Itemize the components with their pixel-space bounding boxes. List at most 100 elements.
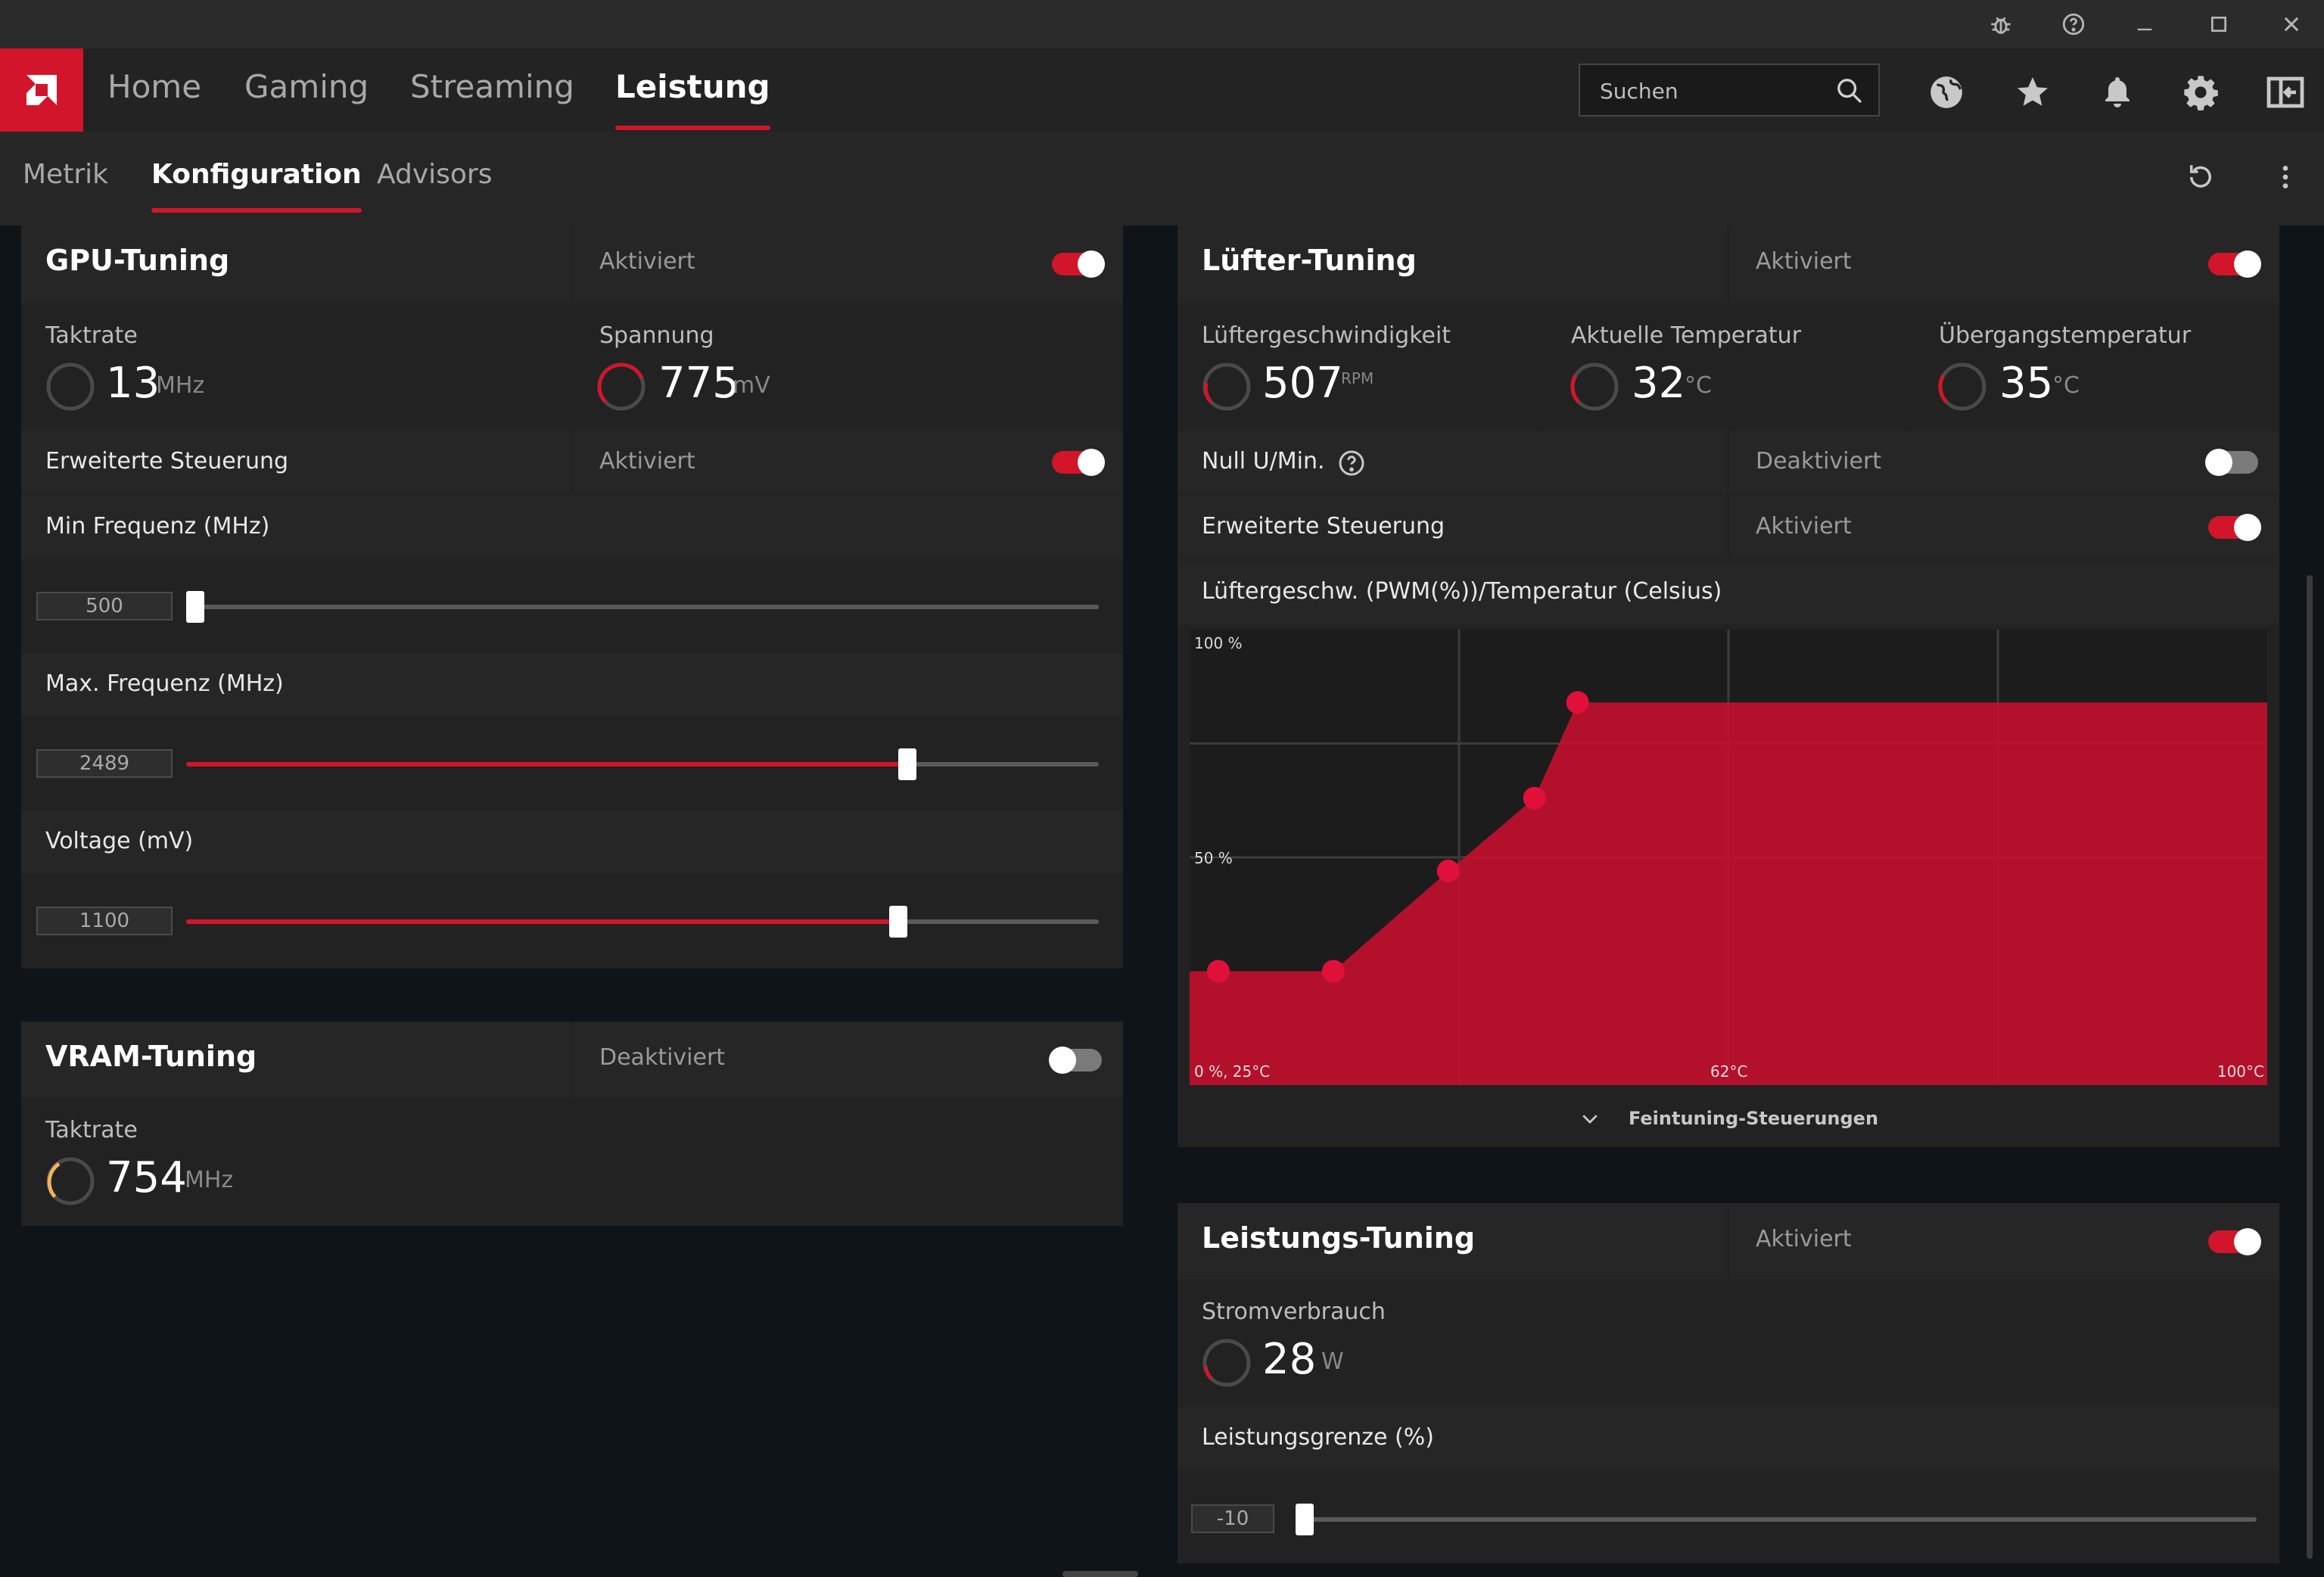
panel-title: Leistungs-Tuning [1202,1221,1476,1255]
tab-konfiguration[interactable]: Konfiguration [151,159,362,213]
nav-tab-streaming[interactable]: Streaming [410,68,574,110]
panel-title: GPU-Tuning [45,244,230,277]
vram-clock-value: 754 [106,1153,187,1202]
active-tab-indicator [151,208,362,213]
voltage-input[interactable]: 1100 [36,907,173,935]
clock-label: Taktrate [45,322,138,349]
power-limit-slider[interactable] [1296,1504,2257,1535]
sidebar-icon[interactable] [2264,71,2307,114]
vram-tuning-panel: VRAM-Tuning Deaktiviert Taktrate 754 MHz [21,1022,1123,1226]
zero-rpm-toggle[interactable] [2205,449,2258,476]
fan-curve-point-3[interactable] [1436,860,1460,883]
vram-tuning-toggle[interactable] [1049,1047,1102,1074]
zero-rpm-state: Deaktiviert [1756,448,1882,474]
zero-rpm-row: Null U/Min. Deaktiviert [1178,431,2279,493]
amd-logo[interactable] [0,48,83,132]
power-tuning-toggle[interactable] [2208,1228,2261,1255]
max-freq-slider-thumb[interactable] [898,748,916,780]
bug-icon[interactable] [1984,8,2018,41]
advanced-control-label: Erweiterte Steuerung [45,448,289,474]
fan-advanced-state: Aktiviert [1756,513,1852,540]
bell-icon[interactable] [2096,71,2139,114]
reset-icon[interactable] [2179,156,2222,198]
vram-clock-unit: MHz [185,1167,234,1193]
horizontal-scrollbar[interactable] [1062,1571,1138,1577]
zero-rpm-help-icon[interactable] [1336,448,1367,478]
min-freq-input[interactable]: 500 [36,592,173,621]
power-limit-slider-thumb[interactable] [1296,1504,1314,1535]
main-nav: Home Gaming Streaming Leistung [0,48,2324,132]
search-box[interactable] [1579,64,1880,117]
tab-advisors[interactable]: Advisors [377,159,493,190]
chevron-down-icon [1582,1115,1598,1124]
max-freq-header: Max. Frequenz (MHz) [21,654,1123,716]
y-tick-label-mid: 50 % [1194,849,1233,867]
gpu-tuning-header: GPU-Tuning Aktiviert [21,226,1123,303]
fan-speed-label: Lüftergeschwindigkeit [1202,322,1451,349]
fan-metrics-row: Lüftergeschwindigkeit 507 RPM Aktuelle T… [1178,306,2279,428]
vram-clock-gauge-icon [46,1157,95,1205]
nav-tab-leistung[interactable]: Leistung [615,68,770,130]
more-options-icon[interactable] [2264,156,2307,198]
fan-curve-chart[interactable]: 100 % 50 % 0 %, 25°C 62°C 100°C [1190,630,2267,1085]
maximize-icon[interactable] [2202,8,2235,41]
max-freq-slider[interactable] [186,748,1099,780]
min-freq-slider[interactable] [186,591,1099,623]
vram-tuning-header: VRAM-Tuning Deaktiviert [21,1022,1123,1097]
min-freq-slider-thumb[interactable] [186,591,205,623]
vertical-scrollbar[interactable] [2307,575,2313,1559]
fan-curve-point-4[interactable] [1523,786,1546,810]
gear-icon[interactable] [2179,71,2222,114]
fan-tuning-state: Aktiviert [1756,248,1852,275]
gpu-tuning-toggle[interactable] [1052,250,1105,278]
close-icon[interactable] [2275,8,2308,41]
fine-tuning-toggle[interactable]: Feintuning-Steuerungen [1178,1090,2279,1147]
gpu-metrics-row: Taktrate 13 MHz Spannung 775 mV [21,306,1123,428]
fan-tuning-toggle[interactable] [2208,250,2261,278]
voltage-slider-row: 1100 [21,876,1123,969]
nav-tab-gaming[interactable]: Gaming [244,68,369,110]
minimize-icon[interactable] [2128,8,2161,41]
nav-tab-label: Gaming [244,68,369,105]
help-icon[interactable] [2057,8,2090,41]
power-gauge-icon [1202,1339,1251,1387]
voltage-label: Spannung [599,322,714,349]
nav-tab-label: Home [107,68,202,105]
tab-metrik[interactable]: Metrik [23,159,108,190]
advanced-control-state: Aktiviert [599,448,695,474]
advanced-control-toggle[interactable] [1052,449,1105,476]
search-icon[interactable] [1834,76,1865,106]
zero-rpm-label: Null U/Min. [1202,448,1325,474]
search-input[interactable] [1600,76,1827,106]
min-freq-slider-row: 500 [21,561,1123,652]
power-tuning-state: Aktiviert [1756,1226,1852,1252]
x-tick-label-mid: 62°C [1710,1062,1748,1081]
junction-temp-gauge-icon [1938,362,1986,411]
nav-tab-home[interactable]: Home [107,68,201,110]
globe-icon[interactable] [1925,71,1968,114]
junction-temp-label: Übergangstemperatur [1939,322,2192,349]
voltage-slider-thumb[interactable] [888,906,907,938]
power-limit-input[interactable]: -10 [1191,1504,1274,1533]
min-freq-header: Min Frequenz (MHz) [21,496,1123,558]
current-temp-gauge-icon [1570,362,1619,411]
voltage-slider[interactable] [186,906,1099,938]
fan-advanced-toggle[interactable] [2208,514,2261,541]
fan-tuning-header: Lüfter-Tuning Aktiviert [1178,226,2279,303]
gpu-tuning-state: Aktiviert [599,248,695,275]
power-consumption-unit: W [1321,1348,1344,1375]
panel-title: VRAM-Tuning [45,1040,257,1073]
fan-curve-svg[interactable] [1190,630,2267,1085]
power-limit-slider-row: -10 [1178,1473,2279,1563]
fan-curve-point-1[interactable] [1206,960,1230,983]
fan-curve-point-2[interactable] [1321,960,1345,983]
clock-unit: MHz [156,372,205,399]
active-tab-indicator [615,126,770,130]
max-freq-input[interactable]: 2489 [36,749,173,778]
vram-metrics-row: Taktrate 754 MHz [21,1100,1123,1226]
fan-curve-point-5[interactable] [1566,691,1589,714]
star-icon[interactable] [2011,71,2054,114]
clock-value: 13 [106,359,160,408]
junction-temp-value: 35 [1999,359,2054,408]
power-tuning-header: Leistungs-Tuning Aktiviert [1178,1203,2279,1279]
